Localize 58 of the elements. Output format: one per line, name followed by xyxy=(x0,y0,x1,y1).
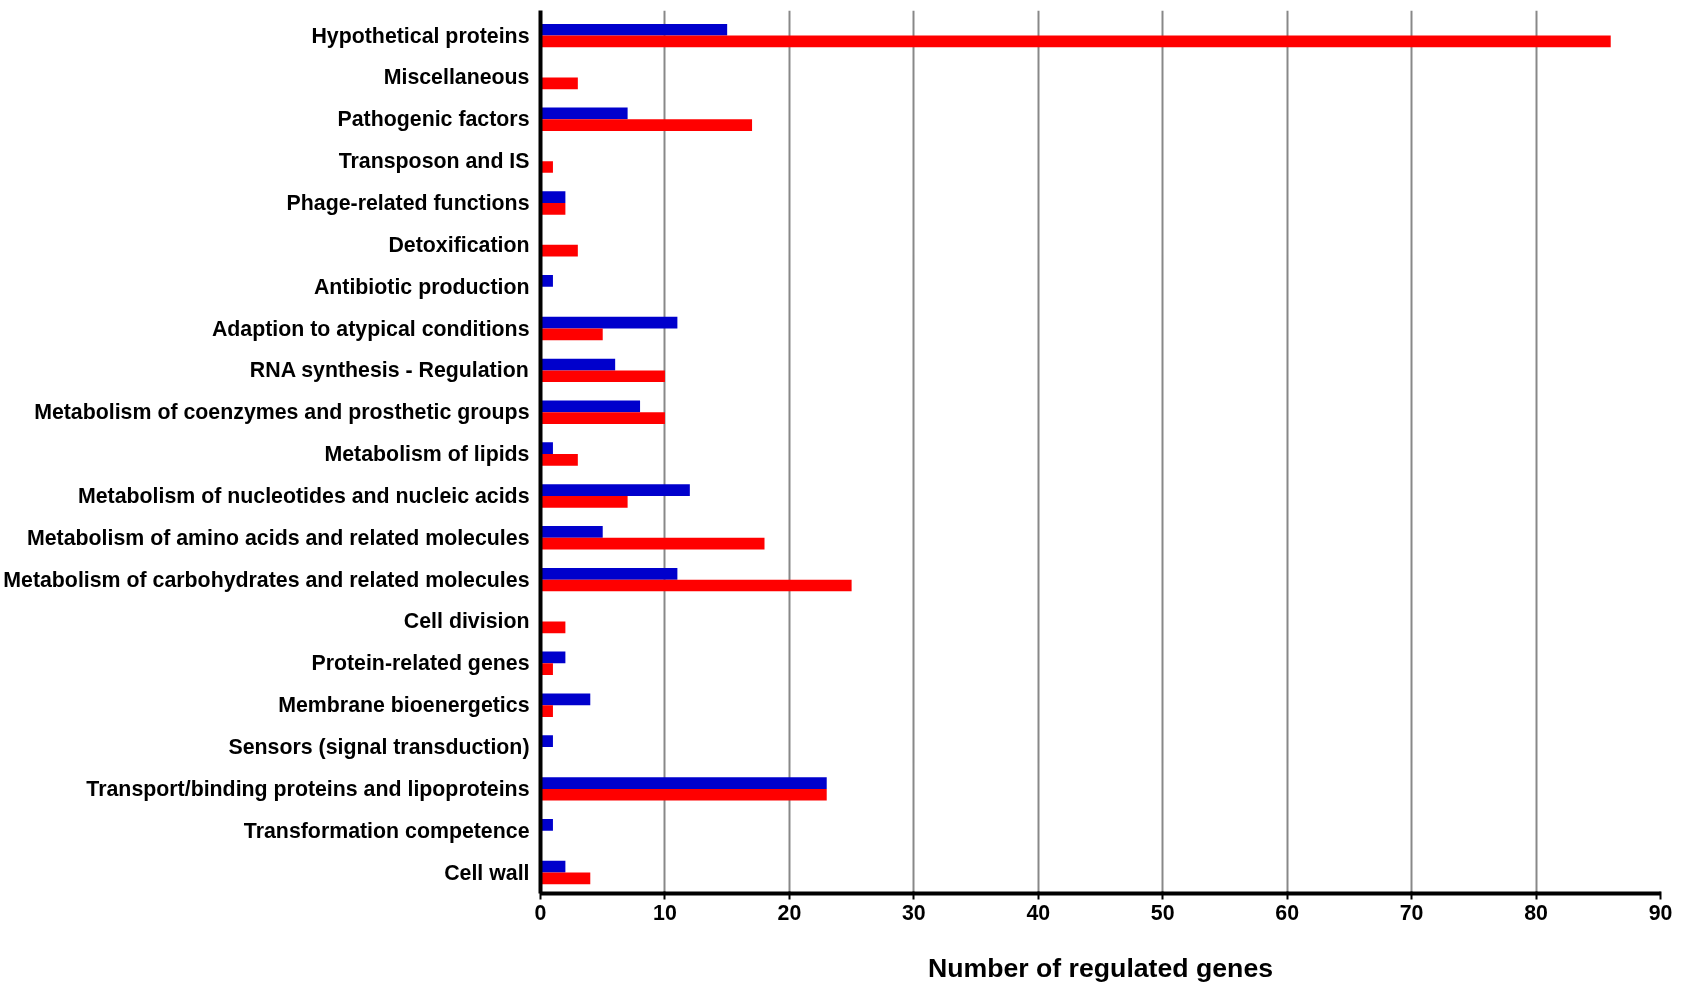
y-tick-label: Adaption to atypical conditions xyxy=(211,316,530,341)
y-tick-label: Metabolism of coenzymes and prosthetic groups xyxy=(34,400,530,425)
x-tick-label: 20 xyxy=(777,900,802,925)
bar xyxy=(540,400,641,413)
x-axis-title: Number of regulated genes xyxy=(927,952,1274,983)
y-tick-label: Miscellaneous xyxy=(383,65,530,90)
x-tick-label: 10 xyxy=(653,900,677,925)
y-tick-label: Protein-related genes xyxy=(311,651,530,676)
y-tick-label: Pathogenic factors xyxy=(337,107,530,132)
bar xyxy=(540,579,852,592)
x-tick-label: 90 xyxy=(1648,900,1673,925)
bar xyxy=(540,537,765,550)
bar xyxy=(540,412,665,424)
y-tick-label: Cell wall xyxy=(444,860,530,885)
bar xyxy=(540,621,566,634)
y-tick-label: Membrane bioenergetics xyxy=(278,693,530,718)
bar xyxy=(540,244,578,257)
y-tick-label: RNA synthesis - Regulation xyxy=(249,358,529,383)
y-tick-label: Metabolism of carbohydrates and related molecules xyxy=(3,567,530,592)
bar xyxy=(540,567,678,580)
x-tick-label: 40 xyxy=(1026,900,1051,925)
x-tick-label: 70 xyxy=(1399,900,1424,925)
y-tick-label: Sensors (signal transduction) xyxy=(228,735,530,760)
bar xyxy=(540,358,616,371)
x-tick-label: 0 xyxy=(534,900,547,925)
bar xyxy=(540,107,628,120)
y-tick-label: Transport/binding proteins and lipoproteins xyxy=(86,776,530,801)
bar xyxy=(540,495,628,508)
y-tick-label: Detoxification xyxy=(388,232,530,257)
bar xyxy=(540,693,591,706)
bar xyxy=(540,23,728,36)
bar xyxy=(540,203,566,215)
y-tick-label: Phage-related functions xyxy=(286,191,530,215)
bar xyxy=(540,328,603,341)
bar xyxy=(540,526,603,538)
bar xyxy=(540,860,566,873)
y-tick-label: Transformation competence xyxy=(243,818,530,843)
bar xyxy=(540,316,678,329)
y-tick-label: Metabolism of lipids xyxy=(324,442,530,467)
y-tick-label: Antibiotic production xyxy=(313,274,530,299)
bar xyxy=(540,119,753,132)
x-tick-label: 30 xyxy=(901,900,926,925)
x-tick-label: 80 xyxy=(1524,900,1548,925)
bar xyxy=(540,484,690,496)
bar xyxy=(540,191,566,203)
y-tick-label: Metabolism of nucleotides and nucleic acids xyxy=(77,483,530,508)
bar xyxy=(540,788,827,801)
bar xyxy=(540,370,665,383)
x-tick-label: 60 xyxy=(1275,900,1300,925)
bar xyxy=(540,35,1611,48)
bar xyxy=(540,454,578,466)
y-tick-label: Metabolism of amino acids and related molecules xyxy=(26,525,530,550)
x-tick-label: 50 xyxy=(1150,900,1175,925)
y-tick-label: Hypothetical proteins xyxy=(311,23,530,48)
y-tick-label: Cell division xyxy=(403,609,530,634)
bar xyxy=(540,77,578,90)
bar xyxy=(540,777,827,789)
y-tick-label: Transposon and IS xyxy=(338,149,530,174)
